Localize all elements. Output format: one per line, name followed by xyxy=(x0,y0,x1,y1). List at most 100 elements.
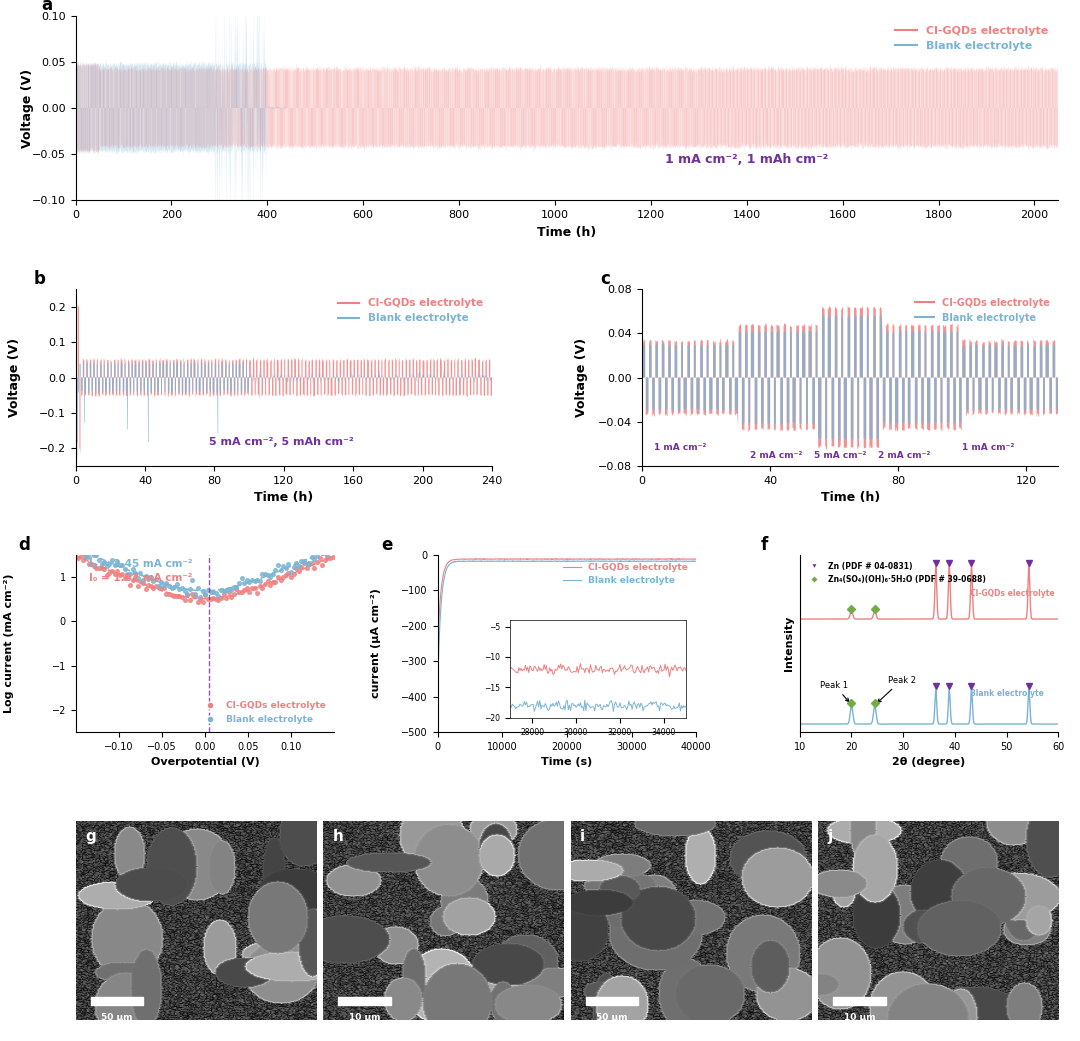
Point xyxy=(104,552,121,568)
Point xyxy=(197,586,214,603)
Point xyxy=(261,569,279,586)
Text: I₀ = 2.45 mA cm⁻²: I₀ = 2.45 mA cm⁻² xyxy=(89,559,192,569)
Point xyxy=(226,578,243,594)
Text: 5 mA cm⁻²: 5 mA cm⁻² xyxy=(814,452,867,460)
Point xyxy=(259,566,276,583)
Cl-GQDs electrolyte xyxy=(595,553,608,565)
Point xyxy=(220,584,238,601)
Point xyxy=(143,568,160,585)
Text: a: a xyxy=(41,0,52,15)
Point xyxy=(228,581,245,598)
Point xyxy=(230,575,247,591)
Y-axis label: Voltage (V): Voltage (V) xyxy=(9,338,22,417)
Point xyxy=(324,549,341,565)
Text: c: c xyxy=(600,270,610,287)
Point xyxy=(241,574,258,590)
Text: 2 mA cm⁻²: 2 mA cm⁻² xyxy=(751,452,802,460)
X-axis label: Time (s): Time (s) xyxy=(541,758,593,767)
Point xyxy=(126,568,144,585)
Bar xyxy=(585,996,638,1005)
Blank electrolyte xyxy=(432,667,445,680)
Blank electrolyte xyxy=(470,555,483,567)
Point xyxy=(280,556,297,573)
Point xyxy=(119,565,136,582)
X-axis label: Time (h): Time (h) xyxy=(254,491,313,505)
Point xyxy=(87,547,105,563)
Point xyxy=(134,575,151,591)
Point xyxy=(252,578,269,594)
Text: i: i xyxy=(580,829,585,843)
Point xyxy=(215,583,232,600)
Point xyxy=(67,542,84,559)
Point xyxy=(287,559,305,576)
Point xyxy=(82,542,99,559)
Point xyxy=(137,567,154,584)
Cl-GQDs electrolyte xyxy=(500,553,513,565)
Point xyxy=(321,537,338,554)
Cl-GQDs electrolyte xyxy=(550,553,563,565)
Point xyxy=(278,566,295,583)
Text: Peak 2: Peak 2 xyxy=(878,676,916,703)
Point xyxy=(197,587,214,604)
Point xyxy=(124,560,141,577)
Point xyxy=(222,581,240,598)
Point xyxy=(150,578,167,594)
Text: j: j xyxy=(827,829,833,843)
Point xyxy=(139,570,157,587)
Point xyxy=(178,586,195,603)
Point xyxy=(274,568,292,585)
Point xyxy=(119,567,136,584)
Text: Cl-GQDs electrolyte: Cl-GQDs electrolyte xyxy=(971,589,1055,598)
Point xyxy=(67,549,84,565)
Point xyxy=(259,573,276,589)
Point xyxy=(217,589,234,606)
Point xyxy=(300,555,318,572)
Point xyxy=(291,558,308,575)
Text: d: d xyxy=(18,535,30,554)
Point xyxy=(160,586,177,603)
Point xyxy=(130,569,147,586)
Point xyxy=(69,539,86,556)
Point xyxy=(226,586,243,603)
Point xyxy=(184,585,201,602)
Point xyxy=(69,550,86,566)
Point xyxy=(282,568,299,585)
Point xyxy=(176,591,193,608)
Point xyxy=(124,572,141,588)
Legend: Cl-GQDs electrolyte, Blank electrolyte: Cl-GQDs electrolyte, Blank electrolyte xyxy=(891,21,1053,55)
Point xyxy=(248,585,266,602)
Point xyxy=(174,589,191,606)
Point xyxy=(93,556,110,573)
Point xyxy=(252,573,269,589)
Legend: Cl-GQDs electrolyte, Blank electrolyte: Cl-GQDs electrolyte, Blank electrolyte xyxy=(334,295,487,328)
Point xyxy=(295,555,312,572)
Text: 5 mA cm⁻², 5 mAh cm⁻²: 5 mA cm⁻², 5 mAh cm⁻² xyxy=(208,437,353,447)
Blank electrolyte xyxy=(431,549,444,561)
Point xyxy=(108,554,125,570)
Point xyxy=(265,566,282,583)
Point xyxy=(285,565,302,582)
Cl-GQDs electrolyte xyxy=(431,549,444,561)
Point xyxy=(217,581,234,598)
Point xyxy=(132,573,149,589)
Point xyxy=(181,591,199,608)
Point xyxy=(293,559,310,576)
Point xyxy=(80,556,97,573)
Point xyxy=(230,584,247,601)
Point xyxy=(191,588,208,605)
Point xyxy=(189,593,206,610)
Point xyxy=(300,556,318,573)
Bar xyxy=(338,996,391,1005)
Point xyxy=(235,575,253,591)
X-axis label: Time (h): Time (h) xyxy=(821,491,880,505)
Text: Peak 1: Peak 1 xyxy=(821,681,849,702)
Point xyxy=(171,581,188,598)
Point xyxy=(87,560,105,577)
Point xyxy=(121,577,138,593)
Point xyxy=(100,565,118,582)
Point xyxy=(147,578,164,594)
Text: h: h xyxy=(333,829,343,843)
Point xyxy=(267,562,284,579)
Legend: Cl-GQDs electrolyte, Blank electrolyte: Cl-GQDs electrolyte, Blank electrolyte xyxy=(198,697,329,728)
Point xyxy=(75,544,92,561)
